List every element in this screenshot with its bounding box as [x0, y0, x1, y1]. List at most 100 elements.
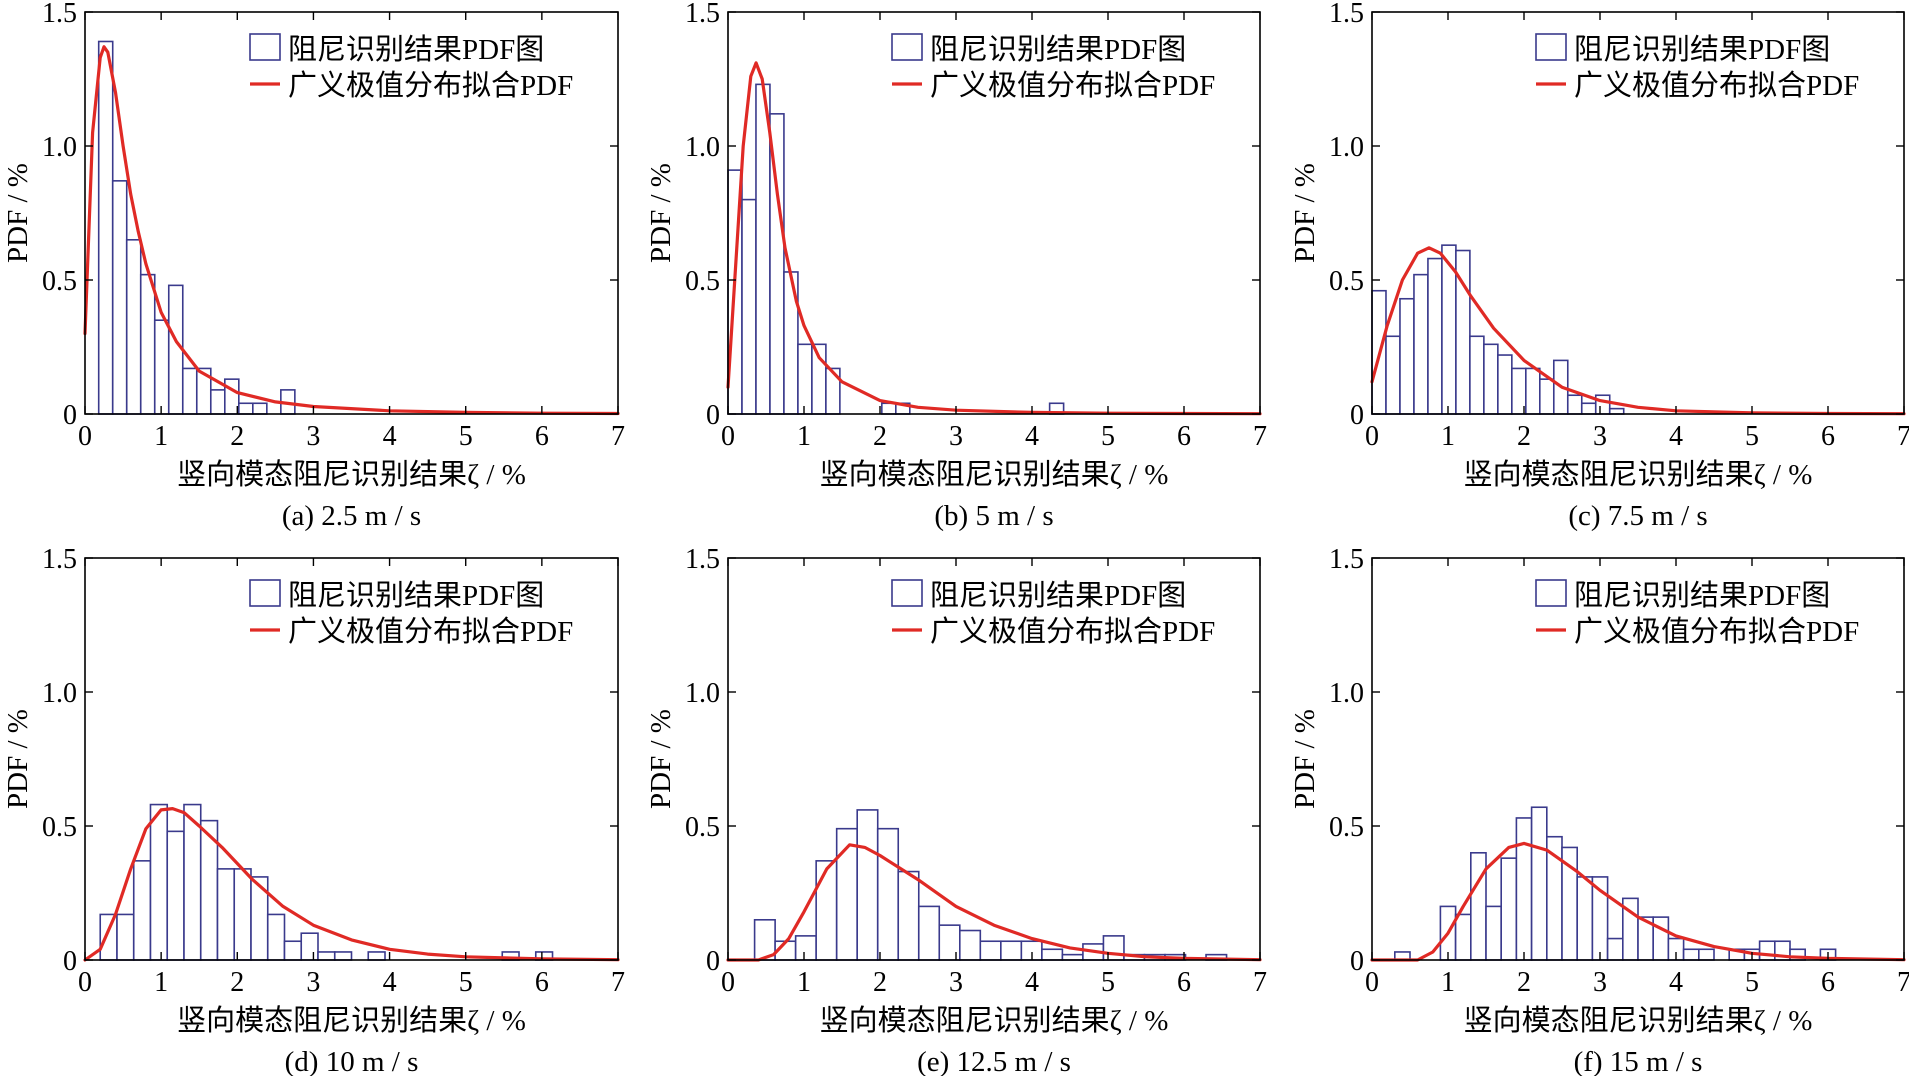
- x-tick-label: 0: [721, 421, 735, 452]
- panel-a: 0 1 2 3 4 5 6 7 0 0.5 1.0 1.5 竖向模态阻尼识别结果ζ / % PDF / %…: [2, 0, 625, 532]
- fit-curve: [83, 45, 620, 416]
- y-tick-label: 1.5: [685, 0, 720, 29]
- legend-hist-swatch: [249, 579, 281, 607]
- histogram-bar: [153, 319, 170, 415]
- x-tick-label: 1: [1441, 421, 1455, 452]
- histogram-bar: [1530, 806, 1548, 961]
- histogram-bar: [233, 868, 252, 961]
- histogram-bar: [1483, 343, 1499, 415]
- legend-hist-label: 阻尼识别结果PDF图: [930, 579, 1186, 612]
- y-tick-label: 0.5: [42, 266, 77, 297]
- y-tick-label: 0.5: [685, 266, 720, 297]
- histogram-bar: [125, 239, 142, 415]
- histogram-bar: [1061, 953, 1084, 961]
- x-axis-label: 竖向模态阻尼识别结果ζ / %: [820, 1004, 1169, 1037]
- y-tick-label: 0.5: [685, 812, 720, 843]
- x-tick-label: 3: [1593, 967, 1607, 998]
- histogram-bar: [881, 402, 897, 415]
- legend-fit-label: 广义极值分布拟合PDF: [1574, 69, 1859, 102]
- histogram-bar: [1469, 335, 1485, 415]
- x-tick-label: 5: [459, 967, 473, 998]
- x-tick-label: 4: [1669, 967, 1683, 998]
- histogram-bar: [1580, 402, 1597, 415]
- legend-fit-label: 广义极值分布拟合PDF: [288, 69, 573, 102]
- histogram-bar: [917, 905, 941, 961]
- histogram-bar: [149, 803, 169, 961]
- y-axis-label: PDF / %: [1289, 709, 1321, 809]
- x-axis-label: 竖向模态阻尼识别结果ζ / %: [177, 458, 526, 491]
- legend-fit-label: 广义极值分布拟合PDF: [930, 615, 1215, 648]
- fit-curve: [726, 843, 1262, 962]
- histogram-bar: [1682, 948, 1700, 961]
- x-tick-label: 7: [1253, 421, 1267, 452]
- panel-caption: (e) 12.5 m / s: [917, 1046, 1071, 1076]
- panel-caption: (d) 10 m / s: [285, 1046, 419, 1076]
- histogram-bar: [1413, 273, 1429, 415]
- x-tick-label: 2: [1517, 967, 1531, 998]
- x-tick-label: 0: [78, 967, 92, 998]
- y-axis-label: PDF / %: [2, 709, 34, 809]
- x-tick-label: 2: [873, 421, 887, 452]
- x-tick-label: 3: [306, 967, 320, 998]
- x-axis-label: 竖向模态阻尼识别结果ζ / %: [1464, 1004, 1813, 1037]
- x-tick-label: 5: [1101, 967, 1115, 998]
- x-tick-label: 3: [949, 967, 963, 998]
- legend-fit-label: 广义极值分布拟合PDF: [288, 615, 573, 648]
- x-tick-label: 7: [1253, 967, 1267, 998]
- x-axis-label: 竖向模态阻尼识别结果ζ / %: [1464, 458, 1813, 491]
- x-tick-label: 1: [154, 421, 168, 452]
- panel-caption: (b) 5 m / s: [934, 500, 1053, 532]
- legend-fit-label: 广义极值分布拟合PDF: [930, 69, 1215, 102]
- y-tick-label: 1.0: [1329, 132, 1364, 163]
- histogram-bar: [1485, 905, 1502, 961]
- histogram-bar: [238, 402, 254, 415]
- histogram-bar: [1102, 935, 1125, 961]
- histogram-bar: [815, 860, 838, 961]
- x-tick-label: 6: [535, 421, 549, 452]
- legend-hist-swatch: [891, 579, 923, 607]
- x-tick-label: 4: [1025, 967, 1039, 998]
- x-tick-label: 2: [230, 421, 244, 452]
- panel-d: 0 1 2 3 4 5 6 7 0 0.5 1.0 1.5 竖向模态阻尼识别结果ζ / % PDF / %…: [2, 544, 625, 1076]
- legend-hist-swatch: [1535, 579, 1567, 607]
- legend-hist-label: 阻尼识别结果PDF图: [930, 33, 1186, 66]
- x-tick-label: 4: [1025, 421, 1039, 452]
- histogram-bar: [938, 924, 961, 961]
- fit-curve: [83, 806, 620, 962]
- x-tick-label: 0: [1365, 967, 1379, 998]
- axes-frame: [1371, 11, 1905, 415]
- histogram-bar: [1698, 948, 1715, 961]
- histogram-bar: [181, 367, 198, 415]
- y-tick-label: 0: [63, 400, 77, 431]
- x-tick-label: 4: [383, 421, 397, 452]
- histogram-bar: [897, 870, 920, 961]
- histogram-bar: [741, 198, 757, 415]
- x-axis-label: 竖向模态阻尼识别结果ζ / %: [177, 1004, 526, 1037]
- y-tick-label: 0: [1350, 946, 1364, 977]
- histogram-bar: [1470, 851, 1487, 961]
- legend-fit-label: 广义极值分布拟合PDF: [1574, 615, 1859, 648]
- histogram-bar: [99, 913, 118, 961]
- histogram-bar: [1566, 394, 1583, 415]
- y-tick-label: 1.0: [685, 678, 720, 709]
- x-tick-label: 3: [949, 421, 963, 452]
- legend-hist-label: 阻尼识别结果PDF图: [1574, 579, 1830, 612]
- x-tick-label: 4: [1669, 421, 1683, 452]
- panel-e: 0 1 2 3 4 5 6 7 0 0.5 1.0 1.5 竖向模态阻尼识别结果ζ / % PDF / %…: [645, 544, 1267, 1076]
- histogram-bar: [166, 830, 185, 961]
- x-tick-label: 1: [1441, 967, 1455, 998]
- x-tick-label: 0: [1365, 421, 1379, 452]
- x-tick-label: 0: [721, 967, 735, 998]
- legend-hist-label: 阻尼识别结果PDF图: [288, 33, 544, 66]
- y-tick-label: 0: [1350, 400, 1364, 431]
- histogram-bar: [958, 929, 982, 961]
- axes-frame: [1371, 557, 1905, 961]
- x-tick-label: 6: [1177, 421, 1191, 452]
- histogram-bar: [979, 940, 1002, 961]
- y-axis-label: PDF / %: [1289, 163, 1321, 263]
- x-tick-label: 6: [1821, 421, 1835, 452]
- x-axis-label: 竖向模态阻尼识别结果ζ / %: [820, 458, 1169, 491]
- histogram-bar: [1497, 354, 1513, 415]
- histogram-bar: [1000, 940, 1023, 961]
- histogram-bar: [97, 40, 114, 415]
